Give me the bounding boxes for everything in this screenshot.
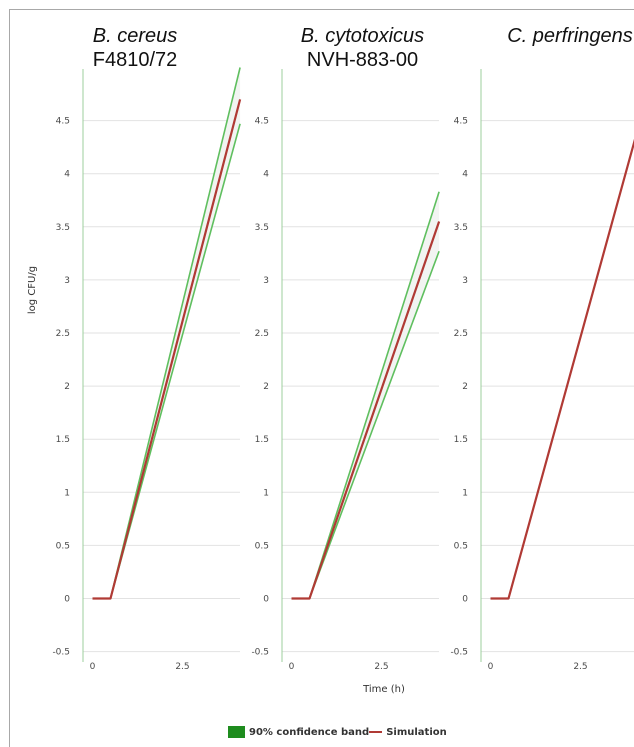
y-tick-label: 0.5 xyxy=(56,541,70,551)
y-tick-label: 2 xyxy=(64,382,70,392)
y-tick-label: 2.5 xyxy=(255,329,269,339)
y-tick-label: 0 xyxy=(64,595,70,605)
y-tick-label: 3 xyxy=(64,276,70,286)
legend-label: 90% confidence band xyxy=(249,726,370,738)
y-tick-label: 4 xyxy=(462,170,468,180)
y-tick-label: 1.5 xyxy=(454,435,468,445)
legend-swatch-simulation xyxy=(369,731,383,733)
series-line-90-confidence-band-upper xyxy=(308,191,440,599)
y-tick-label: 4 xyxy=(263,170,269,180)
y-tick-label: 4.5 xyxy=(255,117,269,127)
y-tick-label: 0.5 xyxy=(255,541,269,551)
x-tick-label: 2.5 xyxy=(374,662,388,672)
x-tick-label: 0 xyxy=(90,662,96,672)
panel-title-strain: NVH-883-00 xyxy=(306,49,419,71)
y-tick-label: -0.5 xyxy=(251,648,269,658)
y-tick-label: 3 xyxy=(462,276,468,286)
chart-legend: 90% confidence band Simulation xyxy=(228,723,447,741)
legend-label: Simulation xyxy=(386,726,447,738)
y-tick-label: 1.5 xyxy=(255,435,269,445)
panel-title-bcytotoxicus: B. cytotoxicus NVH-883-00 xyxy=(275,24,450,72)
panel-title-strain: F4810/72 xyxy=(92,49,178,71)
y-tick-label: 3.5 xyxy=(454,223,468,233)
panel-title-species: C. perfringens xyxy=(507,25,633,47)
y-tick-label: 2.5 xyxy=(454,329,468,339)
y-tick-label: 2.5 xyxy=(56,329,70,339)
series-line-90-confidence-band-upper xyxy=(109,67,241,599)
chart-panel-3: -0.5 0 0.5 1 1.5 2 2.5 3 3.5 4 4.5 0 2.5 xyxy=(450,69,634,672)
y-axis-label: log CFU/g xyxy=(27,266,38,314)
series-line-90-confidence-band-lower xyxy=(308,250,440,599)
y-tick-label: 3.5 xyxy=(56,223,70,233)
panel-title-bcereus: B. cereus F4810/72 xyxy=(60,24,210,72)
legend-item-confidence-band: 90% confidence band xyxy=(228,726,369,738)
series-line-simulation xyxy=(490,138,634,600)
y-tick-label: -0.5 xyxy=(450,648,468,658)
y-tick-label: 1.5 xyxy=(56,435,70,445)
y-tick-label: 4.5 xyxy=(454,117,468,127)
y-tick-label: 0 xyxy=(462,595,468,605)
panel-title-cperfringens: C. perfringens xyxy=(485,24,634,48)
panel-title-species: B. cereus xyxy=(92,25,178,47)
y-tick-label: 1 xyxy=(263,488,269,498)
y-tick-label: 4.5 xyxy=(56,117,70,127)
y-tick-label: -0.5 xyxy=(52,648,70,658)
y-tick-label: 0.5 xyxy=(454,541,468,551)
legend-swatch-band xyxy=(228,726,245,738)
x-tick-label: 0 xyxy=(488,662,494,672)
chart-panel-1: -0.5 0 0.5 1 1.5 2 2.5 3 3.5 4 4.5 0 2.5 log CFU/g xyxy=(27,67,242,672)
panel-title-species: B. cytotoxicus xyxy=(300,25,425,47)
figure-frame xyxy=(9,9,634,747)
x-tick-label: 2.5 xyxy=(573,662,587,672)
y-tick-label: 2 xyxy=(263,382,269,392)
y-tick-label: 1 xyxy=(64,488,70,498)
y-tick-label: 2 xyxy=(462,382,468,392)
x-tick-label: 0 xyxy=(289,662,295,672)
legend-item-simulation: Simulation xyxy=(369,727,447,738)
y-tick-label: 3.5 xyxy=(255,223,269,233)
y-tick-label: 4 xyxy=(64,170,70,180)
series-line-simulation xyxy=(92,99,242,600)
x-axis-label: Time (h) xyxy=(362,684,405,695)
y-tick-label: 3 xyxy=(263,276,269,286)
y-tick-label: 0 xyxy=(263,595,269,605)
series-line-simulation xyxy=(291,221,441,600)
chart-panel-2: -0.5 0 0.5 1 1.5 2 2.5 3 3.5 4 4.5 0 2.5 Time (h) xyxy=(251,69,441,695)
y-tick-label: 1 xyxy=(462,488,468,498)
x-tick-label: 2.5 xyxy=(175,662,189,672)
